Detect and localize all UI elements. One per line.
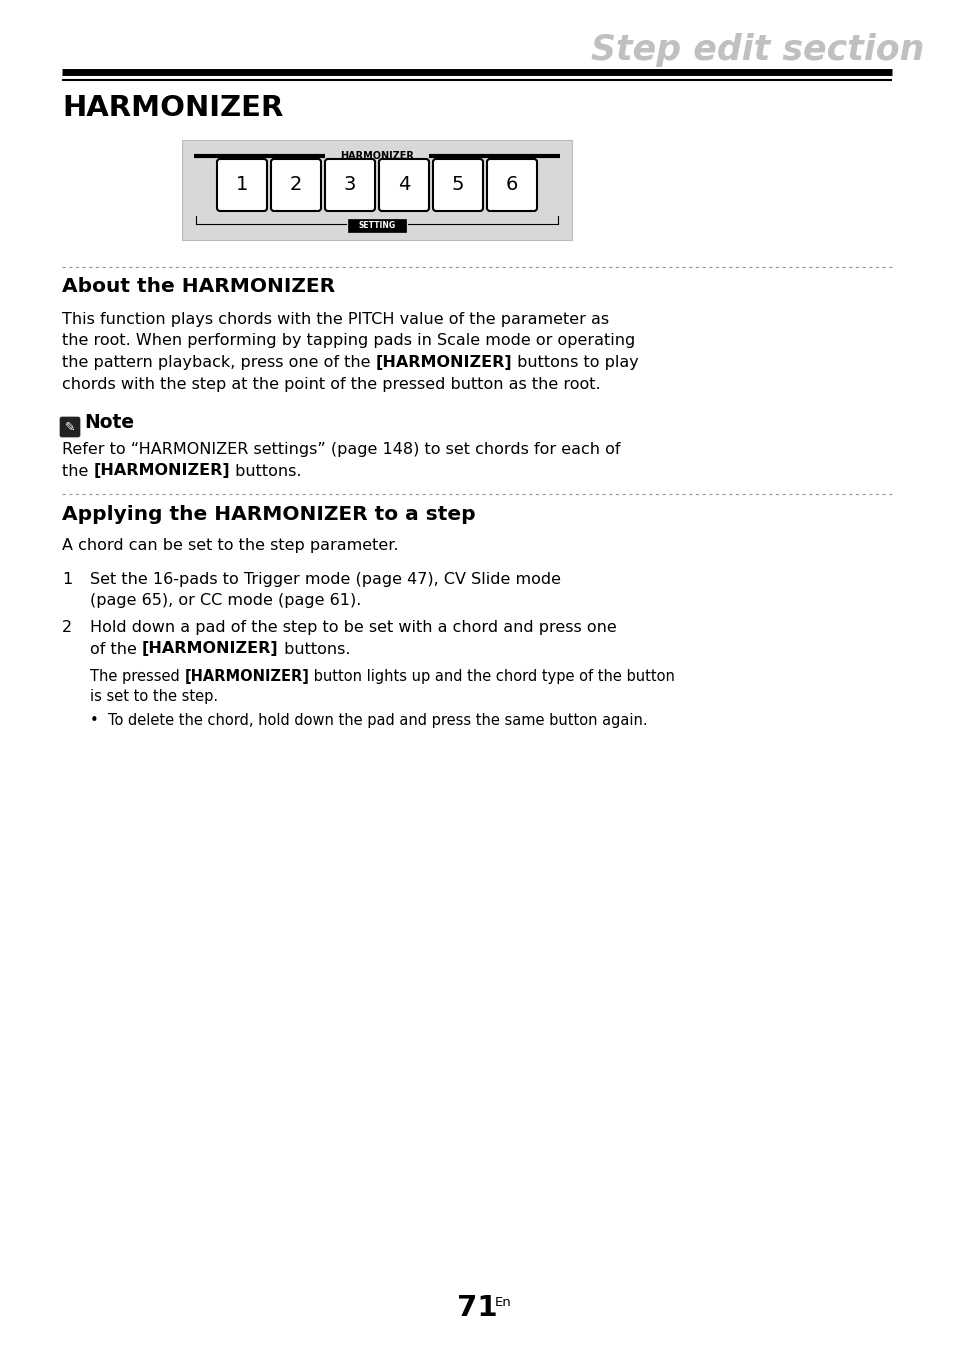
Text: •  To delete the chord, hold down the pad and press the same button again.: • To delete the chord, hold down the pad… bbox=[90, 713, 647, 728]
Text: 1: 1 bbox=[235, 175, 248, 194]
Text: buttons.: buttons. bbox=[278, 642, 350, 656]
Text: [HARMONIZER]: [HARMONIZER] bbox=[93, 464, 230, 479]
Text: 6: 6 bbox=[505, 175, 517, 194]
Text: Note: Note bbox=[84, 414, 134, 433]
FancyBboxPatch shape bbox=[60, 417, 80, 437]
Text: Step edit section: Step edit section bbox=[590, 32, 923, 67]
Text: A chord can be set to the step parameter.: A chord can be set to the step parameter… bbox=[62, 538, 398, 553]
Text: HARMONIZER: HARMONIZER bbox=[62, 94, 283, 123]
FancyBboxPatch shape bbox=[325, 159, 375, 212]
Text: button lights up and the chord type of the button: button lights up and the chord type of t… bbox=[309, 669, 675, 683]
Text: ✎: ✎ bbox=[65, 421, 75, 434]
Text: Applying the HARMONIZER to a step: Applying the HARMONIZER to a step bbox=[62, 504, 476, 523]
Text: (page 65), or CC mode (page 61).: (page 65), or CC mode (page 61). bbox=[90, 593, 361, 608]
Text: En: En bbox=[495, 1297, 511, 1309]
Text: [HARMONIZER]: [HARMONIZER] bbox=[184, 669, 309, 683]
Text: Set the 16-pads to Trigger mode (page 47), CV Slide mode: Set the 16-pads to Trigger mode (page 47… bbox=[90, 572, 560, 586]
FancyBboxPatch shape bbox=[271, 159, 320, 212]
Text: 3: 3 bbox=[343, 175, 355, 194]
Text: the: the bbox=[62, 464, 93, 479]
Text: 5: 5 bbox=[452, 175, 464, 194]
Text: [HARMONIZER]: [HARMONIZER] bbox=[375, 355, 512, 369]
Text: 2: 2 bbox=[62, 620, 72, 635]
Text: is set to the step.: is set to the step. bbox=[90, 689, 218, 704]
FancyBboxPatch shape bbox=[433, 159, 482, 212]
Text: 71: 71 bbox=[456, 1294, 497, 1322]
FancyBboxPatch shape bbox=[216, 159, 267, 212]
Text: The pressed: The pressed bbox=[90, 669, 184, 683]
FancyBboxPatch shape bbox=[378, 159, 429, 212]
FancyBboxPatch shape bbox=[182, 140, 572, 240]
Text: About the HARMONIZER: About the HARMONIZER bbox=[62, 276, 335, 295]
Text: Hold down a pad of the step to be set with a chord and press one: Hold down a pad of the step to be set wi… bbox=[90, 620, 616, 635]
FancyBboxPatch shape bbox=[486, 159, 537, 212]
Text: This function plays chords with the PITCH value of the parameter as: This function plays chords with the PITC… bbox=[62, 311, 608, 328]
Text: buttons to play: buttons to play bbox=[512, 355, 639, 369]
Text: 4: 4 bbox=[397, 175, 410, 194]
Text: the pattern playback, press one of the: the pattern playback, press one of the bbox=[62, 355, 375, 369]
Text: of the: of the bbox=[90, 642, 142, 656]
Text: buttons.: buttons. bbox=[230, 464, 301, 479]
Text: [HARMONIZER]: [HARMONIZER] bbox=[142, 642, 278, 656]
Text: Refer to “HARMONIZER settings” (page 148) to set chords for each of: Refer to “HARMONIZER settings” (page 148… bbox=[62, 442, 619, 457]
Text: 1: 1 bbox=[62, 572, 72, 586]
Text: the root. When performing by tapping pads in Scale mode or operating: the root. When performing by tapping pad… bbox=[62, 333, 635, 349]
Text: chords with the step at the point of the pressed button as the root.: chords with the step at the point of the… bbox=[62, 376, 600, 391]
Text: SETTING: SETTING bbox=[358, 221, 395, 231]
Text: 2: 2 bbox=[290, 175, 302, 194]
FancyBboxPatch shape bbox=[348, 218, 406, 232]
Text: HARMONIZER: HARMONIZER bbox=[339, 151, 414, 160]
